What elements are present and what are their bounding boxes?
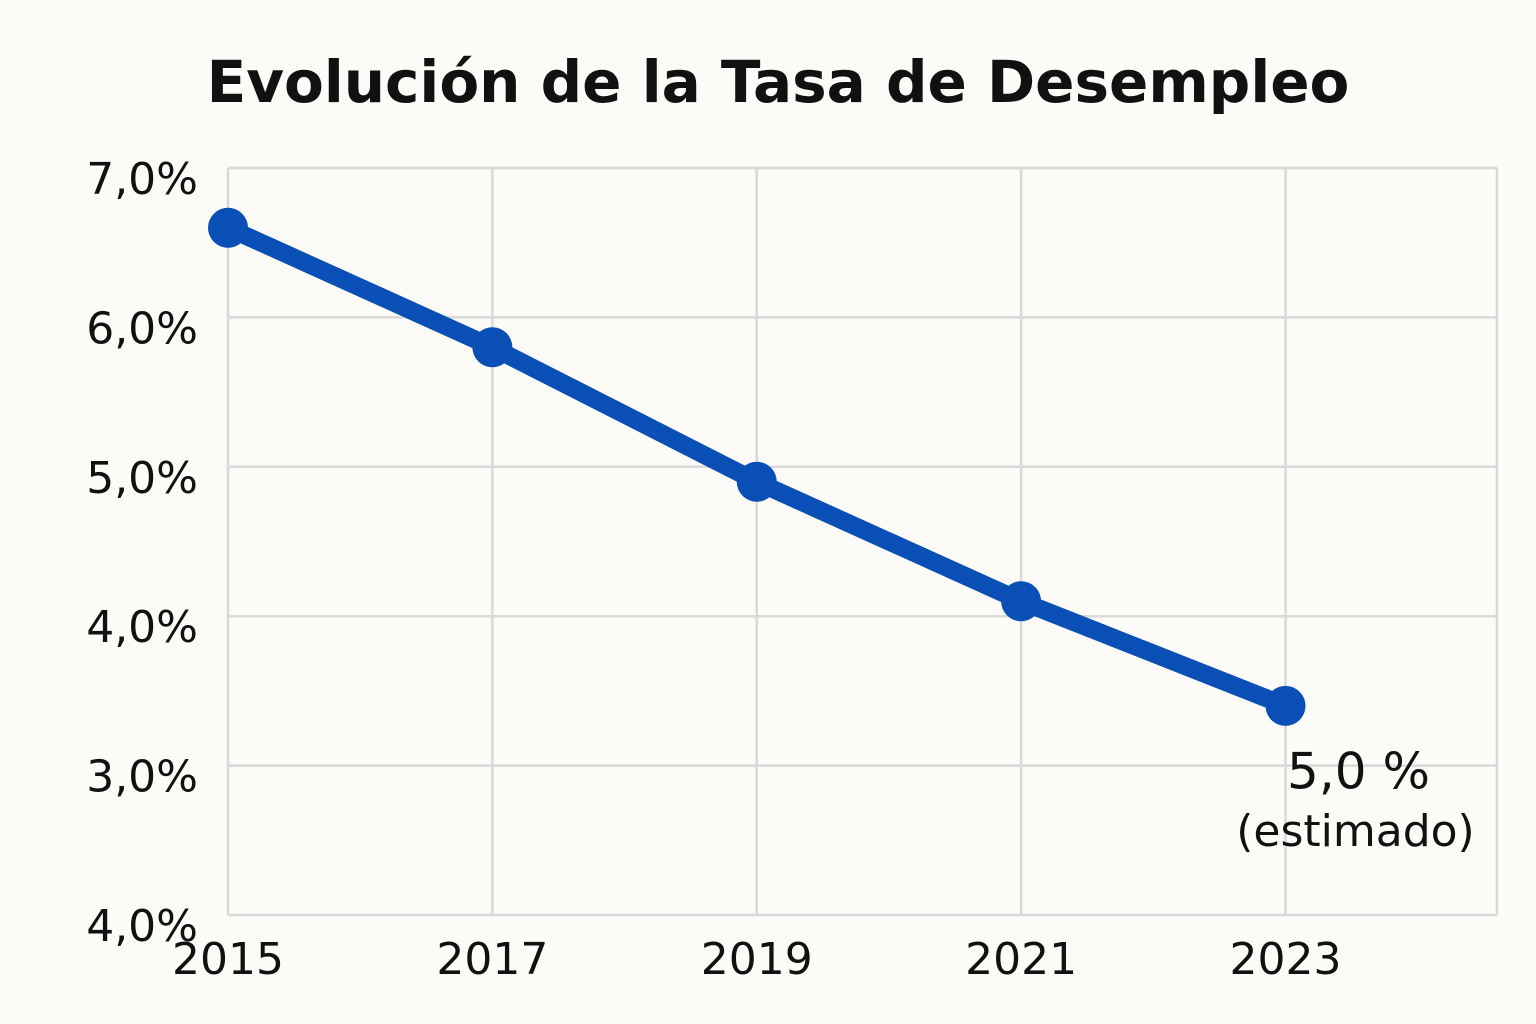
x-tick-label: 2019 [701,934,813,985]
x-tick-label: 2023 [1230,934,1342,985]
y-tick-label: 6,0% [86,303,198,354]
y-tick-label: 3,0% [86,752,198,803]
x-tick-label: 2017 [436,934,548,985]
x-tick-label: 2021 [965,934,1077,985]
data-point [1001,581,1042,622]
data-point [736,461,777,502]
data-point [208,207,248,248]
y-tick-label: 4,0% [86,602,198,653]
data-point [1265,685,1306,726]
annotation: 5,0 % [1287,743,1430,801]
y-tick-label: 5,0% [86,453,198,504]
y-tick-label: 4,0% [86,901,198,952]
y-tick-label: 7,0% [86,154,198,205]
chart-title: Evolución de la Tasa de Desempleo [207,48,1350,116]
data-point [472,327,513,368]
x-tick-label: 2015 [172,934,284,985]
annotation: (estimado) [1236,806,1474,857]
